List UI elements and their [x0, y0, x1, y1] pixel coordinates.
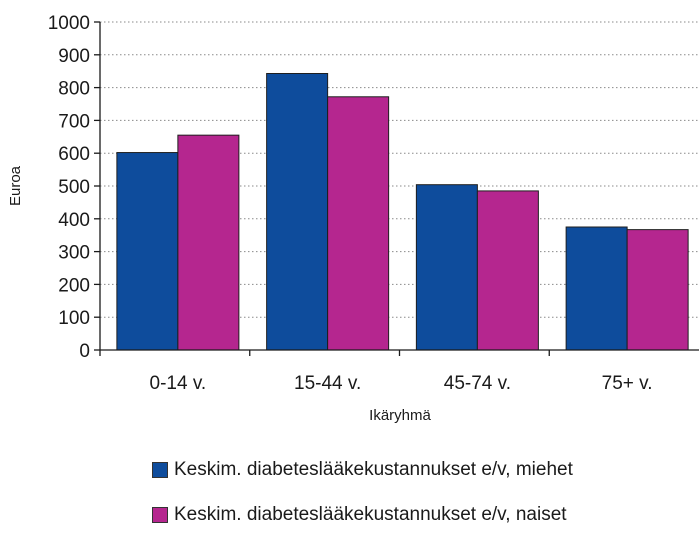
- bar-miehet-1: [266, 72, 329, 351]
- bar-naiset-3: [626, 229, 689, 351]
- bar-naiset-0: [177, 134, 240, 351]
- bar-naiset-1: [327, 96, 390, 351]
- x-axis-title: Ikäryhmä: [369, 407, 431, 424]
- bar-miehet-0: [116, 152, 179, 351]
- y-tick-label: 1000: [48, 13, 90, 34]
- x-tick-label: 0-14 v.: [150, 373, 207, 394]
- y-tick-labels: 0 100 200 300 400 500 600 700 800 900 1000: [48, 13, 90, 362]
- bar-miehet-3: [565, 226, 628, 351]
- axes: [94, 21, 699, 356]
- y-tick-label: 100: [58, 308, 90, 329]
- bar-chart: 0 100 200 300 400 500 600 700 800 900 1000 0-14 v.…: [7, 13, 699, 424]
- y-tick-label: 600: [58, 144, 90, 165]
- y-tick-label: 400: [58, 210, 90, 231]
- y-tick-label: 0: [79, 341, 90, 362]
- bar-miehet-2: [415, 184, 478, 351]
- legend-label-naiset: Keskim. diabeteslääkekustannukset e/v, n…: [174, 504, 567, 525]
- legend-label-miehet: Keskim. diabeteslääkekustannukset e/v, m…: [174, 459, 573, 480]
- legend-item-miehet: Keskim. diabeteslääkekustannukset e/v, m…: [152, 459, 573, 481]
- x-tick-label: 45-74 v.: [444, 373, 511, 394]
- y-tick-label: 700: [58, 111, 90, 132]
- x-tick-label: 75+ v.: [602, 373, 653, 394]
- y-tick-label: 900: [58, 46, 90, 67]
- legend-item-naiset: Keskim. diabeteslääkekustannukset e/v, n…: [152, 504, 573, 526]
- legend: Keskim. diabeteslääkekustannukset e/v, m…: [152, 459, 573, 549]
- legend-swatch-miehet: [152, 462, 168, 478]
- y-axis-title: Euroa: [7, 165, 24, 206]
- bars: [116, 72, 689, 351]
- y-tick-label: 800: [58, 79, 90, 100]
- x-tick-labels: 0-14 v. 15-44 v. 45-74 v. 75+ v.: [150, 373, 653, 394]
- x-tick-label: 15-44 v.: [294, 373, 361, 394]
- bar-naiset-2: [476, 190, 539, 351]
- y-tick-label: 300: [58, 243, 90, 264]
- y-tick-label: 200: [58, 275, 90, 296]
- y-tick-label: 500: [58, 177, 90, 198]
